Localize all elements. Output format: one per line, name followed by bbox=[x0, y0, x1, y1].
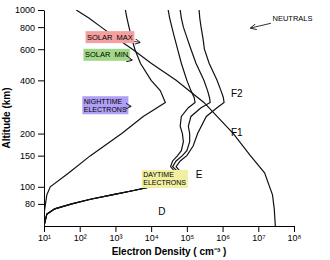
y-tick-mark bbox=[38, 10, 44, 11]
annotation-text-line: E bbox=[196, 169, 203, 180]
annotation-text-line: ELECTRONS bbox=[84, 106, 127, 113]
annotation: NEUTRALS bbox=[250, 14, 312, 28]
annotation: SOLAR MIN bbox=[83, 49, 132, 61]
chart: 10¹ 10² 10³ 10⁴ 10⁵ 10⁶ 10⁷ 10⁸ 80 100 150 200 400 60… bbox=[0, 0, 330, 260]
x-tick-label: 10² bbox=[74, 233, 87, 243]
annotation-text-line: SOLAR MAX bbox=[87, 33, 133, 42]
lines bbox=[44, 10, 275, 226]
y-tick-mark bbox=[38, 80, 44, 81]
curve bbox=[44, 10, 224, 226]
x-tick-mark bbox=[80, 226, 81, 232]
x-tick-label: 10⁵ bbox=[180, 233, 194, 243]
layer-label: D bbox=[158, 205, 165, 216]
curve bbox=[44, 10, 210, 226]
annotation-box bbox=[142, 170, 188, 188]
y-tick: 600 bbox=[20, 45, 44, 55]
annotations: SOLAR MAXSOLAR MINNIGHTTIMEELECTRONSDAYT… bbox=[82, 14, 312, 217]
y-axis-line bbox=[44, 11, 45, 227]
layer-label: F2 bbox=[231, 87, 243, 98]
annotation-text: SOLAR MAX bbox=[87, 33, 133, 42]
annotation-text: SOLAR MIN bbox=[85, 50, 128, 59]
y-tick-mark bbox=[38, 134, 44, 135]
x-tick-mark bbox=[187, 226, 188, 232]
y-tick: 80 bbox=[25, 199, 44, 209]
annotation: F1 bbox=[231, 126, 243, 137]
y-tick: 150 bbox=[20, 151, 44, 161]
y-tick-label: 400 bbox=[20, 76, 35, 86]
x-tick-mark bbox=[44, 226, 45, 232]
curve bbox=[44, 10, 165, 226]
x-axis-line bbox=[45, 226, 295, 227]
annotation-arrow bbox=[128, 106, 131, 107]
x-tick-label: 10⁶ bbox=[216, 233, 230, 243]
annotation: SOLAR MAX bbox=[86, 31, 141, 43]
x-tick: 10⁶ bbox=[216, 226, 230, 243]
annotation-text-line: F1 bbox=[231, 126, 243, 137]
x-tick-mark bbox=[115, 226, 116, 232]
y-tick: 100 bbox=[20, 182, 44, 192]
annotation-box bbox=[86, 31, 135, 43]
x-tick: 10⁴ bbox=[145, 226, 159, 243]
y-axis: 80 100 150 200 400 600 800 1000 bbox=[15, 5, 45, 226]
x-tick: 10¹ bbox=[38, 226, 51, 243]
annotation: E bbox=[196, 169, 203, 180]
x-tick: 10⁸ bbox=[288, 226, 302, 243]
y-tick-mark bbox=[38, 156, 44, 157]
annotation: F2 bbox=[231, 87, 243, 98]
annotation-text-line: D bbox=[158, 205, 165, 216]
annotation-text-line: NEUTRALS bbox=[272, 14, 312, 23]
annotation-text-line: NIGHTTIME bbox=[84, 98, 123, 105]
annotation-text-line: DAYTIME bbox=[143, 171, 174, 178]
x-tick-label: 10⁷ bbox=[252, 233, 265, 243]
y-tick: 800 bbox=[20, 23, 44, 33]
y-tick-mark bbox=[38, 204, 44, 205]
y-axis-title: Altitude (km) bbox=[1, 87, 12, 148]
x-tick-label: 10⁴ bbox=[145, 233, 159, 243]
annotation-box bbox=[82, 96, 128, 114]
x-axis-title: Electron Density ( cm⁻³ ) bbox=[112, 246, 227, 257]
annotation-box bbox=[83, 49, 129, 61]
annotation-arrow bbox=[130, 59, 133, 61]
annotation-text: NEUTRALS bbox=[272, 14, 312, 23]
y-tick: 1000 bbox=[15, 5, 44, 15]
y-tick-mark bbox=[38, 27, 44, 28]
y-tick-label: 600 bbox=[20, 45, 35, 55]
annotation-text-line: ELECTRONS bbox=[143, 179, 186, 186]
y-tick-label: 80 bbox=[25, 199, 35, 209]
y-tick-label: 800 bbox=[20, 23, 35, 33]
x-tick-label: 10⁸ bbox=[288, 233, 302, 243]
annotation-text: DAYTIMEELECTRONS bbox=[143, 171, 186, 186]
x-tick-mark bbox=[223, 226, 224, 232]
y-tick: 400 bbox=[20, 76, 44, 86]
x-tick: 10⁵ bbox=[180, 226, 194, 243]
y-tick-label: 100 bbox=[20, 182, 35, 192]
annotation-text: NIGHTTIMEELECTRONS bbox=[84, 98, 127, 113]
annotation-text-line: SOLAR MIN bbox=[85, 50, 128, 59]
annotation-arrow bbox=[250, 23, 271, 28]
layer-label: E bbox=[196, 169, 203, 180]
annotation: DAYTIMEELECTRONS bbox=[142, 170, 188, 188]
x-tick: 10³ bbox=[109, 226, 122, 243]
y-tick-label: 200 bbox=[20, 129, 35, 139]
plot: 10¹ 10² 10³ 10⁴ 10⁵ 10⁶ 10⁷ 10⁸ 80 100 150 200 400 60… bbox=[1, 5, 313, 257]
y-tick-mark bbox=[38, 49, 44, 50]
y-tick-label: 1000 bbox=[15, 5, 35, 15]
x-tick: 10⁷ bbox=[252, 226, 265, 243]
x-tick-mark bbox=[294, 226, 295, 232]
layer-label: F1 bbox=[231, 126, 243, 137]
x-axis: 10¹ 10² 10³ 10⁴ 10⁵ 10⁶ 10⁷ 10⁸ bbox=[38, 226, 302, 243]
annotation-arrow bbox=[134, 41, 140, 42]
y-tick-label: 150 bbox=[20, 151, 35, 161]
x-tick-mark bbox=[151, 226, 152, 232]
annotation: D bbox=[158, 205, 165, 216]
x-tick: 10² bbox=[74, 226, 87, 243]
annotation-text-line: F2 bbox=[231, 87, 243, 98]
annotation: NIGHTTIMEELECTRONS bbox=[82, 96, 131, 114]
y-tick: 200 bbox=[20, 129, 44, 139]
y-tick-mark bbox=[38, 187, 44, 188]
x-tick-label: 10³ bbox=[109, 233, 122, 243]
x-tick-label: 10¹ bbox=[38, 233, 51, 243]
x-tick-mark bbox=[258, 226, 259, 232]
